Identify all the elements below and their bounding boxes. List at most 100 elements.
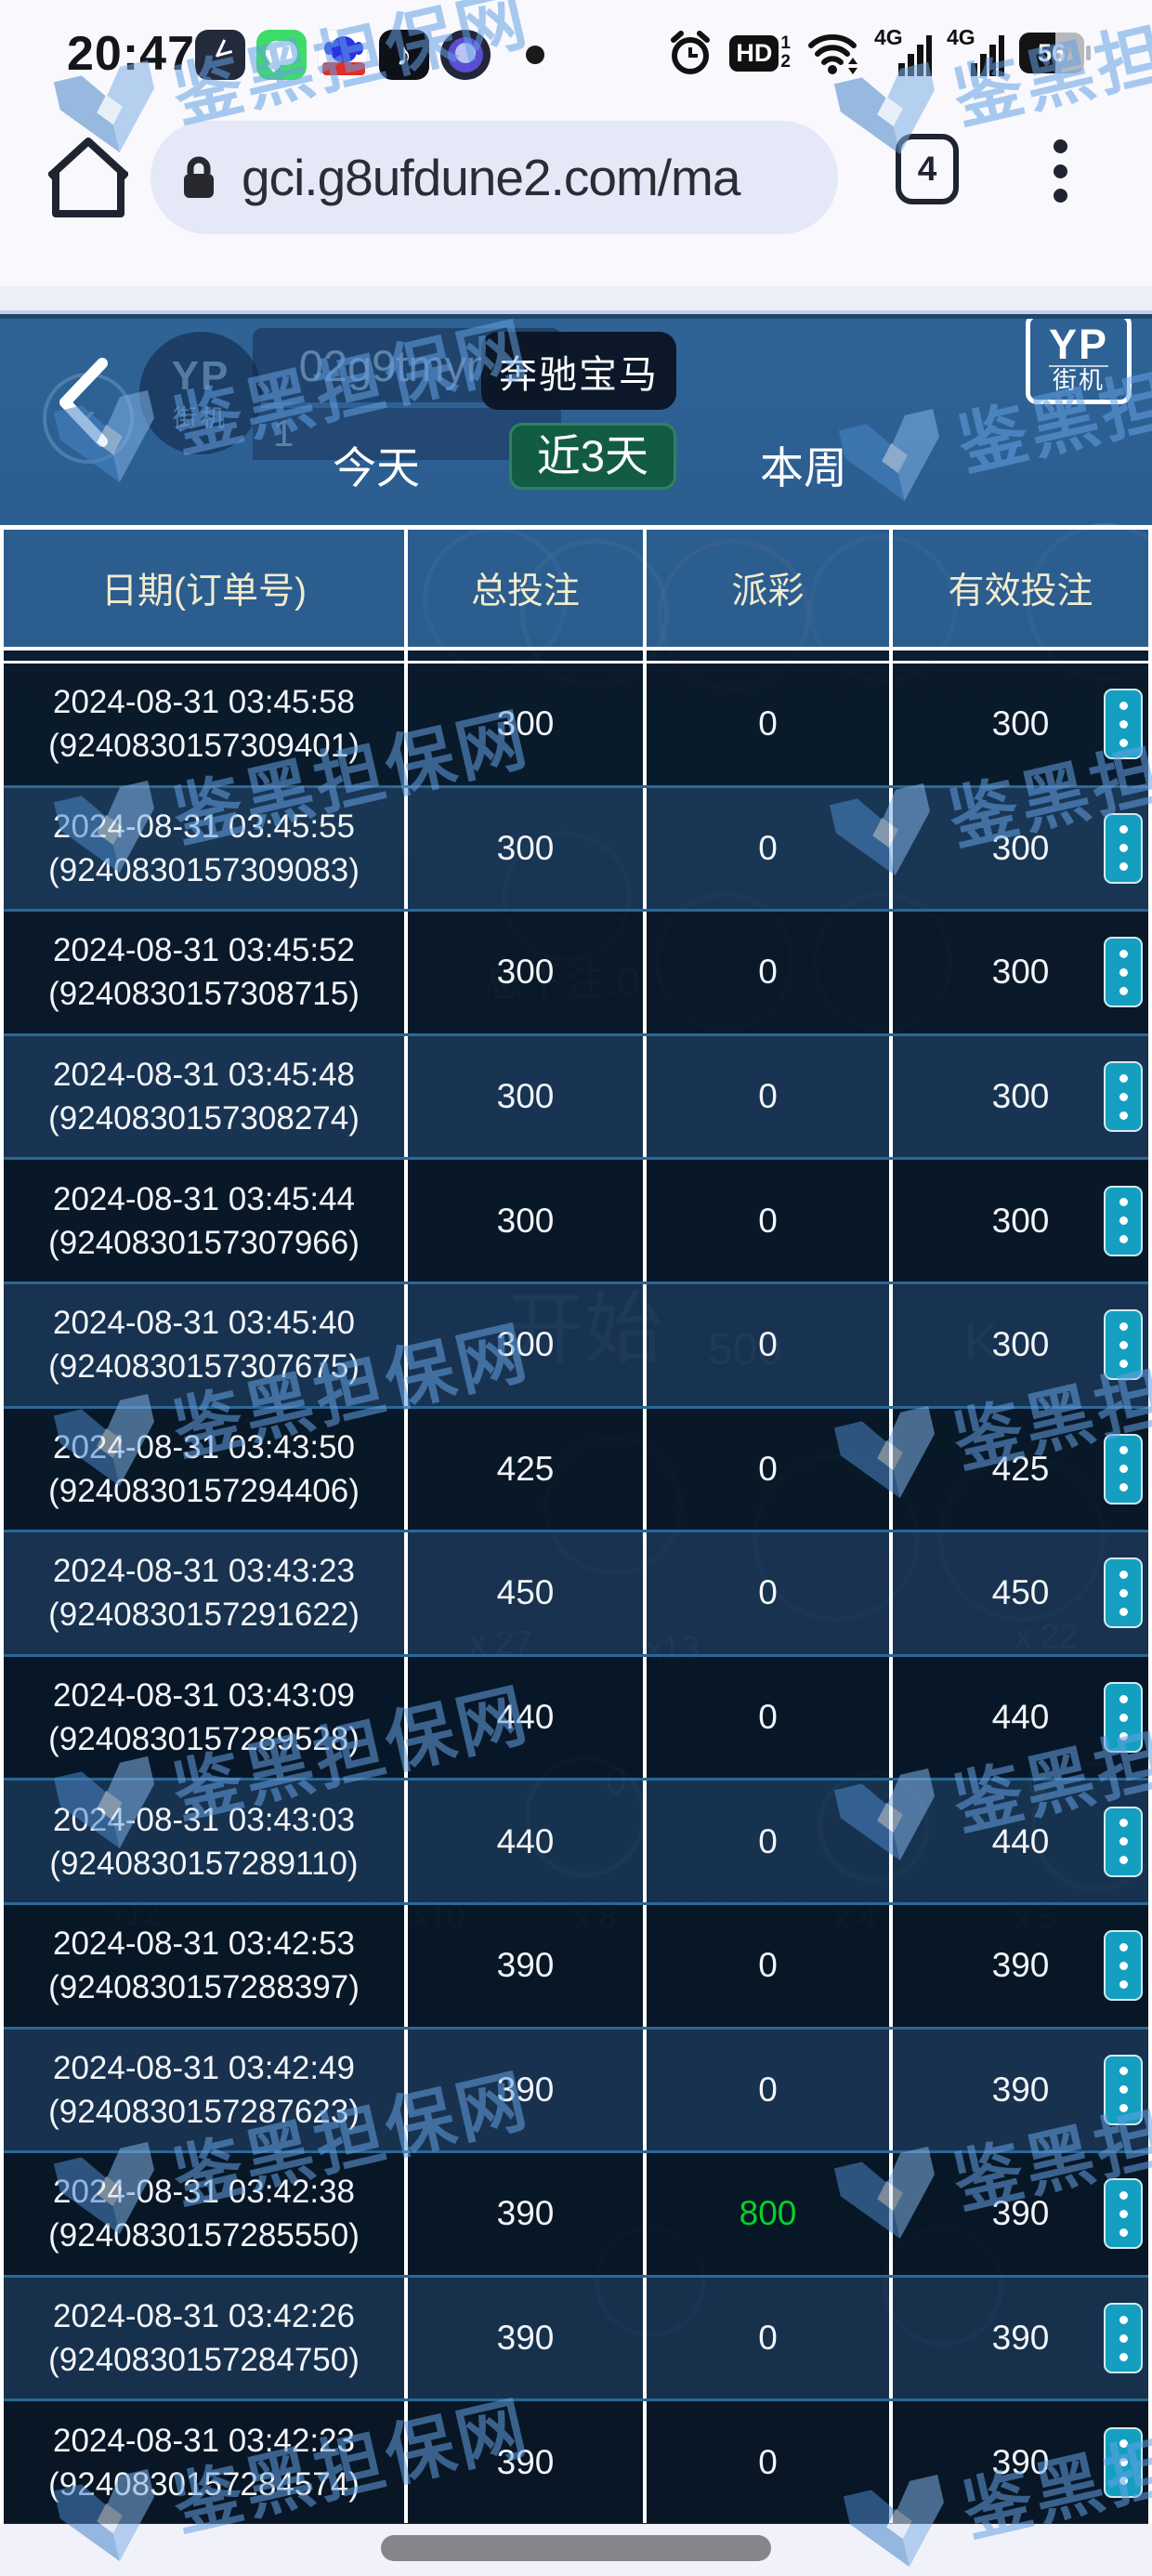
order-number: (9240830157308274): [48, 1100, 360, 1137]
cell-total-bet: 300: [408, 1283, 647, 1406]
cell-date-order: 2024-08-31 03:45:55 (9240830157309083): [4, 787, 408, 910]
table-header: 日期(订单号) 总投注 派彩 有效投注: [4, 525, 1148, 651]
cell-payout: 0: [647, 664, 893, 785]
cell-date-order: 2024-08-31 03:45:58 (9240830157309401): [4, 664, 408, 785]
table-row: 2024-08-31 03:45:40 (9240830157307675) 300…: [4, 1281, 1148, 1406]
tab-this-week[interactable]: 本周: [760, 443, 847, 493]
cell-payout: 0: [647, 1532, 893, 1654]
row-actions-button[interactable]: [1104, 1433, 1143, 1505]
cell-valid-bet: 440: [893, 1657, 1148, 1779]
table-row: 2024-08-31 03:45:55 (9240830157309083) 300…: [4, 784, 1148, 910]
row-actions-button[interactable]: [1104, 1557, 1143, 1629]
cell-payout: 0: [647, 1656, 893, 1779]
cell-date-order: 2024-08-31 03:43:50 (9240830157294406): [4, 1408, 408, 1531]
order-date: 2024-08-31 03:45:40: [53, 1305, 355, 1342]
order-number: (9240830157307966): [48, 1224, 360, 1261]
order-number: (9240830157309083): [48, 851, 360, 888]
row-actions-button[interactable]: [1104, 689, 1143, 760]
header-gap: [4, 651, 1148, 664]
table-row: 2024-08-31 03:45:58 (9240830157309401) 300…: [4, 664, 1148, 785]
table-row: 2024-08-31 03:43:09 (9240830157289528) 440…: [4, 1653, 1148, 1779]
row-actions-button[interactable]: [1104, 1930, 1143, 2002]
row-actions-button[interactable]: [1104, 937, 1143, 1008]
browser-menu-button[interactable]: [1046, 134, 1074, 208]
signal-sim1-icon: 4G: [874, 28, 932, 76]
cell-date-order: 2024-08-31 03:45:52 (9240830157308715): [4, 912, 408, 1033]
home-indicator[interactable]: [381, 2535, 771, 2561]
cell-total-bet: 390: [408, 1904, 647, 2027]
order-number: (9240830157288397): [48, 1969, 360, 2006]
notification-dot-icon: [526, 46, 544, 64]
order-number: (9240830157289110): [49, 1845, 359, 1882]
table-row: 2024-08-31 03:43:03 (9240830157289110) 440…: [4, 1778, 1148, 1902]
cell-total-bet: 440: [408, 1656, 647, 1779]
tab-switcher-button[interactable]: 4: [896, 134, 959, 204]
cell-total-bet: 450: [408, 1532, 647, 1654]
order-number: (9240830157307675): [48, 1348, 360, 1386]
order-number: (9240830157284750): [48, 2342, 360, 2379]
order-number: (9240830157294406): [48, 1472, 360, 1509]
cell-payout: 0: [647, 1283, 893, 1406]
row-actions-button[interactable]: [1104, 1806, 1143, 1877]
header-total-bet: 总投注: [408, 530, 647, 647]
table-row: 2024-08-31 03:42:49 (9240830157287623) 390…: [4, 2026, 1148, 2151]
cell-date-order: 2024-08-31 03:42:38 (9240830157285550): [4, 2153, 408, 2275]
cell-date-order: 2024-08-31 03:45:40 (9240830157307675): [4, 1283, 408, 1406]
notification-icons: ♪: [195, 30, 544, 80]
meeting-app-icon: [440, 30, 491, 80]
row-actions-button[interactable]: [1104, 2303, 1143, 2374]
cell-valid-bet: 300: [893, 1284, 1148, 1406]
row-actions-button[interactable]: [1104, 1682, 1143, 1754]
cell-date-order: 2024-08-31 03:42:26 (9240830157284750): [4, 2277, 408, 2399]
order-number: (9240830157287623): [48, 2093, 360, 2130]
clock-app-icon: [195, 30, 245, 80]
order-number: (9240830157291622): [48, 1597, 360, 1634]
cell-valid-bet: 300: [893, 1036, 1148, 1158]
cell-date-order: 2024-08-31 03:43:09 (9240830157289528): [4, 1656, 408, 1779]
row-actions-button[interactable]: [1104, 1185, 1143, 1256]
lock-icon: [184, 156, 214, 198]
tab-last-3-days[interactable]: 近3天: [509, 423, 676, 490]
battery-percent: 56: [1037, 38, 1067, 67]
cell-date-order: 2024-08-31 03:42:23 (9240830157284574): [4, 2401, 408, 2523]
home-button[interactable]: [48, 132, 128, 221]
header-date-order: 日期(订单号): [4, 530, 408, 647]
row-actions-button[interactable]: [1104, 812, 1143, 884]
cell-total-bet: 390: [408, 2277, 647, 2399]
order-date: 2024-08-31 03:45:58: [53, 684, 355, 721]
row-actions-button[interactable]: [1104, 1061, 1143, 1133]
row-actions-button[interactable]: [1104, 2426, 1143, 2498]
clock-time: 20:47: [67, 27, 195, 81]
row-actions-button[interactable]: [1104, 1309, 1143, 1381]
tiktok-app-icon: ♪: [379, 30, 429, 80]
order-date: 2024-08-31 03:42:49: [53, 2049, 355, 2086]
order-date: 2024-08-31 03:45:44: [53, 1180, 355, 1217]
cell-date-order: 2024-08-31 03:43:23 (9240830157291622): [4, 1532, 408, 1654]
order-number: (9240830157285550): [48, 2217, 360, 2254]
cell-date-order: 2024-08-31 03:42:49 (9240830157287623): [4, 2029, 408, 2151]
cell-total-bet: 425: [408, 1408, 647, 1531]
cell-valid-bet: 300: [893, 788, 1148, 910]
url-text: gci.g8ufdune2.com/ma: [242, 149, 740, 206]
cell-date-order: 2024-08-31 03:43:03 (9240830157289110): [4, 1781, 408, 1902]
row-actions-button[interactable]: [1104, 2178, 1143, 2250]
table-row: 2024-08-31 03:42:26 (9240830157284750) 390…: [4, 2274, 1148, 2399]
page-title-pill: 奔驰宝马: [481, 332, 676, 410]
cell-total-bet: 300: [408, 664, 647, 785]
cell-date-order: 2024-08-31 03:45:48 (9240830157308274): [4, 1035, 408, 1158]
cell-valid-bet: 390: [893, 1905, 1148, 2027]
table-row: 2024-08-31 03:42:38 (9240830157285550) 390…: [4, 2150, 1148, 2275]
cell-date-order: 2024-08-31 03:45:44 (9240830157307966): [4, 1160, 408, 1281]
cell-valid-bet: 390: [893, 2030, 1148, 2151]
date-range-tabs: 今天 近3天 本周: [0, 423, 1152, 508]
yp-arcade-logo: YP 街机: [1026, 319, 1132, 404]
row-actions-button[interactable]: [1104, 2054, 1143, 2125]
messages-app-icon: [256, 30, 307, 80]
wifi-icon: [808, 34, 857, 74]
order-date: 2024-08-31 03:43:09: [53, 1677, 355, 1715]
baidu-app-icon: [318, 30, 368, 80]
tab-today[interactable]: 今天: [333, 443, 420, 493]
url-bar[interactable]: gci.g8ufdune2.com/ma: [151, 121, 838, 234]
browser-toolbar: gci.g8ufdune2.com/ma 4: [0, 104, 1152, 286]
table-row: 2024-08-31 03:43:23 (9240830157291622) 450…: [4, 1530, 1148, 1654]
